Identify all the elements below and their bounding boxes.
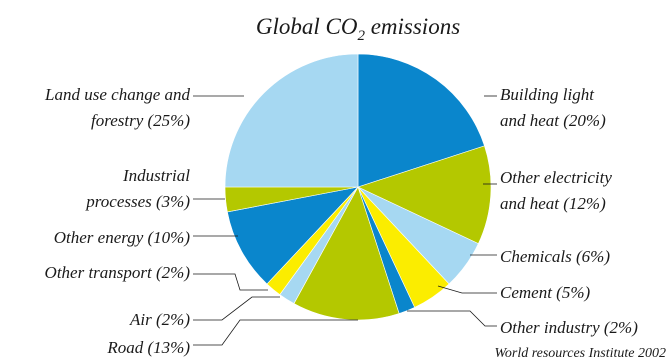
label-industrial: Industrial processes (3%) (85, 166, 190, 211)
label-road-line: Road (13%) (106, 338, 190, 357)
slice-labels: Building light and heat (20%) Other electr… (44, 85, 638, 357)
label-other-electricity-line: and heat (12%) (500, 194, 606, 213)
label-road: Road (13%) (106, 338, 190, 357)
label-industrial-line: Industrial (122, 166, 190, 185)
label-industrial-line: processes (3%) (85, 192, 190, 211)
slice-other-energy (227, 186, 359, 285)
label-other-energy: Other energy (10%) (54, 228, 191, 247)
slice-other-electricity (357, 145, 492, 245)
slice-land-use (224, 53, 359, 188)
label-cement-line: Cement (5%) (500, 283, 591, 302)
label-other-electricity-line: Other electricity (500, 168, 612, 187)
label-other-transport-line: Other transport (2%) (45, 263, 191, 282)
pie-slices (224, 53, 492, 321)
source-note: World resources Institute 2002 (495, 346, 667, 361)
label-land-use-line: forestry (25%) (91, 111, 190, 130)
label-chemicals-line: Chemicals (6%) (500, 247, 610, 266)
label-building: Building light and heat (20%) (500, 85, 606, 130)
label-other-energy-line: Other energy (10%) (54, 228, 191, 247)
label-building-line: and heat (20%) (500, 111, 606, 130)
label-land-use: Land use change and forestry (25%) (44, 85, 190, 130)
label-land-use-line: Land use change and (44, 85, 190, 104)
slice-building (357, 53, 485, 188)
leader-air (193, 296, 280, 321)
leader-other-industry (407, 310, 497, 327)
label-building-line: Building light (500, 85, 595, 104)
label-chemicals: Chemicals (6%) (500, 247, 610, 266)
leader-cement (437, 285, 497, 294)
label-air-line: Air (2%) (129, 310, 190, 329)
label-cement: Cement (5%) (500, 283, 591, 302)
leader-other-transport (193, 273, 268, 291)
label-other-industry-line: Other industry (2%) (500, 318, 638, 337)
leader-road (193, 319, 358, 346)
slice-road (293, 186, 400, 321)
label-other-industry: Other industry (2%) (500, 318, 638, 337)
label-other-electricity: Other electricity and heat (12%) (500, 168, 612, 213)
label-other-transport: Other transport (2%) (45, 263, 191, 282)
chart-title: Global CO2 emissions (256, 14, 460, 44)
leader-lines (193, 95, 497, 346)
label-air: Air (2%) (129, 310, 190, 329)
